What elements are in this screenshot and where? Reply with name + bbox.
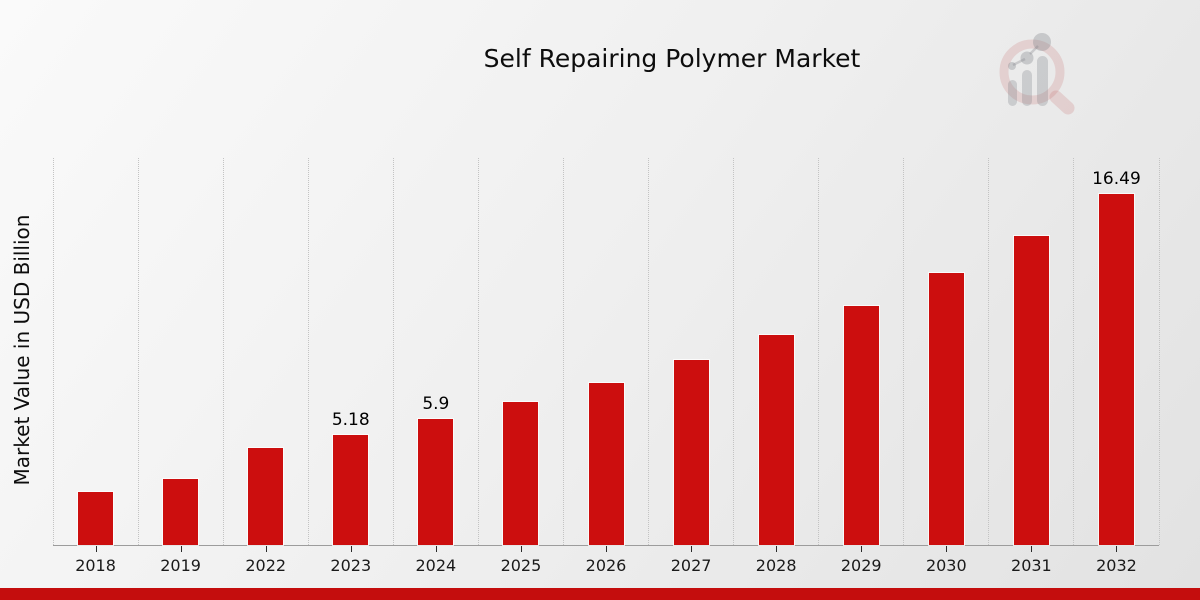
footer-accent-band bbox=[0, 588, 1200, 600]
grid-line bbox=[477, 158, 479, 545]
x-tick-label-2029: 2029 bbox=[840, 556, 882, 575]
bar-value-label-2023: 5.18 bbox=[331, 409, 370, 430]
x-axis-tick bbox=[265, 546, 267, 552]
x-axis-tick bbox=[691, 546, 693, 552]
grid-line bbox=[903, 158, 905, 545]
x-axis-tick bbox=[1116, 546, 1118, 552]
bar-2030 bbox=[927, 272, 965, 546]
bar-2019 bbox=[162, 478, 200, 546]
y-axis-label: Market Value in USD Billion bbox=[10, 214, 34, 486]
x-axis-tick bbox=[861, 546, 863, 552]
x-tick-label-2018: 2018 bbox=[75, 556, 116, 575]
grid-line bbox=[392, 158, 394, 545]
market-research-magnifier-logo-icon bbox=[999, 33, 1075, 115]
bar-value-label-2032: 16.49 bbox=[1092, 168, 1141, 189]
bar-2027 bbox=[672, 359, 710, 546]
grid-line bbox=[1158, 158, 1160, 545]
x-axis-tick bbox=[95, 546, 97, 552]
grid-line bbox=[988, 158, 990, 545]
bar-2024 bbox=[417, 418, 455, 546]
bar-2029 bbox=[842, 305, 880, 546]
x-tick-label-2025: 2025 bbox=[500, 556, 542, 575]
bar-2032 bbox=[1097, 192, 1135, 547]
grid-line bbox=[307, 158, 309, 545]
x-axis-tick bbox=[435, 546, 437, 552]
bar-2023 bbox=[332, 433, 370, 547]
x-axis-tick bbox=[1031, 546, 1033, 552]
bar-2026 bbox=[587, 381, 625, 546]
x-tick-label-2024: 2024 bbox=[415, 556, 457, 575]
x-tick-label-2026: 2026 bbox=[585, 556, 627, 575]
grid-line bbox=[562, 158, 564, 545]
x-axis-tick bbox=[350, 546, 352, 552]
bar-2025 bbox=[502, 401, 540, 546]
x-tick-label-2022: 2022 bbox=[245, 556, 287, 575]
x-axis-tick bbox=[606, 546, 607, 552]
x-axis-tick bbox=[946, 546, 948, 552]
grid-line bbox=[137, 158, 139, 545]
grid-line bbox=[733, 158, 735, 545]
x-tick-label-2019: 2019 bbox=[160, 556, 201, 575]
bar-2022 bbox=[247, 447, 285, 546]
x-axis-tick bbox=[520, 546, 522, 552]
bar-chart-plot-area: 2018 2019 2022 2023 5.18 2024 5.9 2025 2026 2027 2… bbox=[52, 158, 1160, 575]
x-tick-label-2030: 2030 bbox=[925, 556, 967, 575]
x-tick-label-2031: 2031 bbox=[1011, 556, 1052, 575]
x-tick-label-2027: 2027 bbox=[670, 556, 712, 575]
grid-line bbox=[818, 158, 820, 545]
grid-line bbox=[222, 158, 224, 545]
bar-2028 bbox=[757, 334, 795, 546]
x-axis-tick bbox=[776, 546, 778, 552]
grid-line bbox=[52, 158, 54, 545]
bar-2018 bbox=[77, 490, 115, 547]
bar-2031 bbox=[1012, 235, 1050, 546]
x-axis-tick bbox=[180, 546, 182, 552]
grid-line bbox=[1073, 158, 1075, 545]
x-tick-label-2032: 2032 bbox=[1096, 556, 1137, 575]
bar-value-label-2024: 5.9 bbox=[422, 394, 450, 415]
x-tick-label-2023: 2023 bbox=[330, 556, 372, 575]
page-title: Self Repairing Polymer Market bbox=[483, 44, 861, 73]
x-tick-label-2028: 2028 bbox=[755, 556, 797, 575]
grid-line bbox=[648, 158, 650, 545]
